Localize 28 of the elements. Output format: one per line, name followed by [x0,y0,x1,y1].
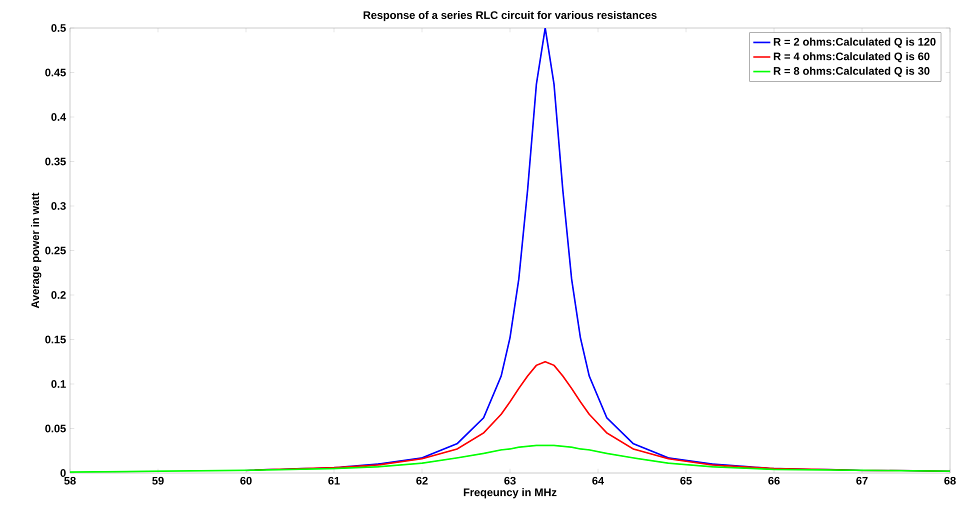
x-tick-label: 67 [856,476,868,485]
x-axis-title: Freqeuncy in MHz [464,488,556,498]
y-tick-label: 0.05 [45,424,66,432]
y-tick-label: 0.25 [45,246,66,254]
y-tick-label: 0.45 [45,68,66,76]
y-tick-label: 0.2 [51,291,66,299]
legend-label: R = 2 ohms:Calculated Q is 120 [774,38,936,48]
legend-label: R = 8 ohms:Calculated Q is 30 [774,66,930,77]
y-axis-title: Average power in watt [31,192,42,308]
x-tick-label: 58 [64,476,76,485]
y-tick-label: 0.35 [45,158,66,166]
legend-label: R = 4 ohms:Calculated Q is 60 [774,52,930,62]
x-tick-label: 60 [240,476,252,485]
x-tick-label: 61 [328,476,340,485]
x-tick-label: 65 [680,476,692,485]
y-tick-label: 0.4 [51,113,66,121]
x-tick-label: 63 [504,476,516,485]
y-tick-label: 0.3 [51,202,66,210]
x-tick-label: 68 [944,476,956,485]
x-tick-label: 59 [152,476,164,485]
y-tick-label: 0.5 [51,24,66,32]
y-tick-label: 0 [60,469,66,477]
y-tick-label: 0.1 [51,380,66,388]
y-tick-label: 0.15 [45,336,66,344]
chart-title: Response of a series RLC circuit for various resistances [364,10,657,22]
x-tick-label: 66 [768,476,780,485]
x-tick-label: 64 [592,476,604,485]
x-tick-label: 62 [416,476,428,485]
